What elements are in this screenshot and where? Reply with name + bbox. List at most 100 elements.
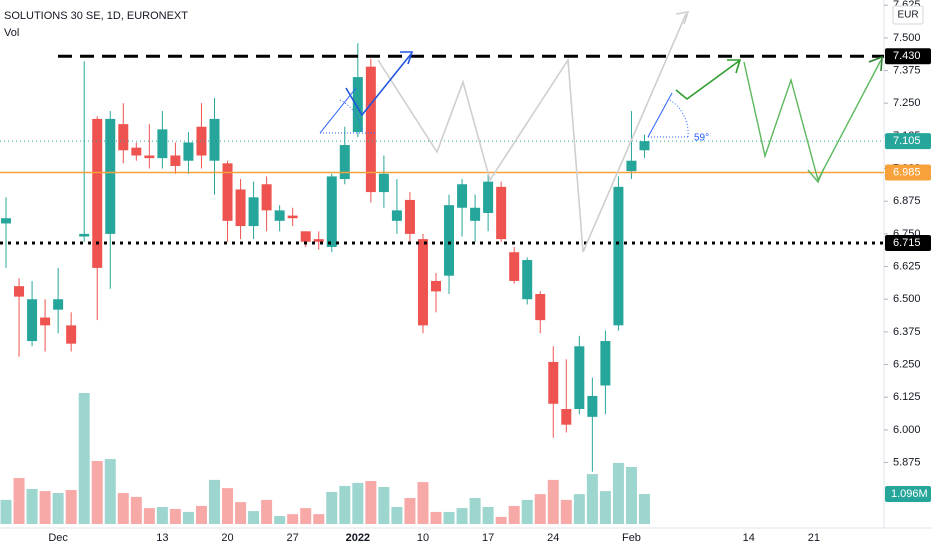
- candle-body: [313, 239, 324, 242]
- volume-bar: [508, 505, 520, 524]
- volume-bar: [117, 493, 129, 524]
- candle-body: [470, 207, 481, 221]
- green-zigzag: [743, 59, 882, 182]
- drawings: [319, 10, 883, 253]
- volume-bar: [313, 514, 325, 524]
- level-tag-label: 6.985: [893, 166, 921, 178]
- volume-bar: [560, 499, 572, 524]
- blue-arrowhead: [400, 51, 414, 65]
- candle-body: [326, 176, 337, 247]
- volume-bar: [39, 491, 51, 524]
- last-price-tag: [885, 133, 931, 150]
- volume-bar: [274, 516, 286, 524]
- volume-bar: [222, 488, 234, 524]
- candle-body: [118, 124, 129, 151]
- last-volume-label: 1.096M: [891, 488, 928, 500]
- y-tick-label: 7.500: [893, 32, 921, 44]
- volume-bar: [638, 493, 650, 524]
- volume-bar: [391, 507, 403, 524]
- candle-body: [496, 186, 507, 240]
- x-tick-label: 17: [482, 532, 494, 544]
- volume-bar: [195, 505, 207, 524]
- x-tick-label: 14: [743, 532, 755, 544]
- candle-body: [639, 141, 650, 151]
- level-tag-label: 6.715: [893, 237, 921, 249]
- angle-line: [319, 87, 357, 134]
- volume-bar: [365, 480, 377, 524]
- candle-body: [444, 205, 455, 276]
- volume-bar: [235, 502, 247, 524]
- candle-body: [1, 218, 12, 224]
- candle-body: [183, 142, 194, 161]
- candle-body: [613, 186, 624, 326]
- chart-title: SOLUTIONS 30 SE, 1D, EURONEXT: [4, 10, 188, 22]
- candle-body: [209, 118, 220, 161]
- candle-body: [157, 129, 168, 159]
- volume-bar: [208, 479, 220, 524]
- volume-bar: [456, 508, 468, 524]
- x-tick-label: 27: [287, 532, 299, 544]
- green-arrowhead: [727, 59, 742, 74]
- candle-body: [40, 317, 51, 326]
- candle-body: [574, 346, 585, 409]
- x-tick-label: 13: [156, 532, 168, 544]
- last-price-label: 7.105: [893, 135, 921, 147]
- currency-box[interactable]: [892, 5, 924, 25]
- volume-bar: [0, 499, 12, 524]
- volume-bar: [469, 497, 481, 524]
- volume-bar: [13, 477, 25, 524]
- y-tick-label: 6.500: [893, 293, 921, 305]
- last-volume-tag: [885, 485, 931, 502]
- candle-body: [66, 325, 77, 344]
- gray-arrowhead: [675, 10, 690, 25]
- volume-bar: [534, 494, 546, 524]
- candle-body: [404, 199, 415, 234]
- candle-body: [522, 260, 533, 300]
- volume-bar: [599, 491, 611, 524]
- volume-bar: [339, 485, 351, 524]
- candle-body: [300, 231, 311, 242]
- y-tick-label: 6.875: [893, 195, 921, 207]
- volume-bar: [495, 516, 507, 524]
- candle-body: [170, 155, 181, 166]
- candle-body: [131, 147, 142, 156]
- blue-arrow: [345, 53, 412, 117]
- volume-bar: [104, 459, 116, 524]
- candle-body: [600, 341, 611, 386]
- candle-body: [27, 299, 38, 342]
- volume-title: Vol: [4, 27, 19, 39]
- volume-bar: [404, 497, 416, 524]
- level-tag: [885, 164, 931, 181]
- candle-body: [587, 395, 598, 417]
- candle-body: [287, 215, 298, 219]
- angle-line: [647, 92, 673, 138]
- x-tick-label: 21: [808, 532, 820, 544]
- y-tick-label: 6.125: [893, 391, 921, 403]
- volume-bar: [182, 511, 194, 524]
- candle-body: [365, 66, 376, 193]
- x-tick-label: 20: [221, 532, 233, 544]
- price-tags: 7.430 6.985 6.715 7.105 1.096M: [885, 48, 931, 502]
- volume-bar: [417, 482, 429, 524]
- green-arrowhead: [868, 55, 883, 72]
- candle-body: [561, 408, 572, 425]
- marks: 7.6257.5007.3757.2507.1257.0006.8756.750…: [0, 0, 921, 544]
- candle-body: [14, 286, 25, 297]
- volume-bar: [586, 474, 598, 524]
- volume-bar: [612, 462, 624, 524]
- y-tick-label: 6.000: [893, 424, 921, 436]
- candle-body: [378, 173, 389, 193]
- candle-body: [457, 184, 468, 208]
- x-tick-label: Feb: [622, 532, 641, 544]
- candle-body: [509, 252, 520, 281]
- angle-arc: [669, 99, 689, 138]
- candle-body: [248, 197, 259, 227]
- y-tick-label: 6.375: [893, 326, 921, 338]
- candle-body: [548, 361, 559, 404]
- x-tick-label: 10: [417, 532, 429, 544]
- level-tag-label: 7.430: [893, 50, 921, 62]
- volume-bar: [130, 496, 142, 524]
- volume-bar: [547, 479, 559, 524]
- candle-body: [535, 294, 546, 321]
- candle-body: [431, 280, 442, 292]
